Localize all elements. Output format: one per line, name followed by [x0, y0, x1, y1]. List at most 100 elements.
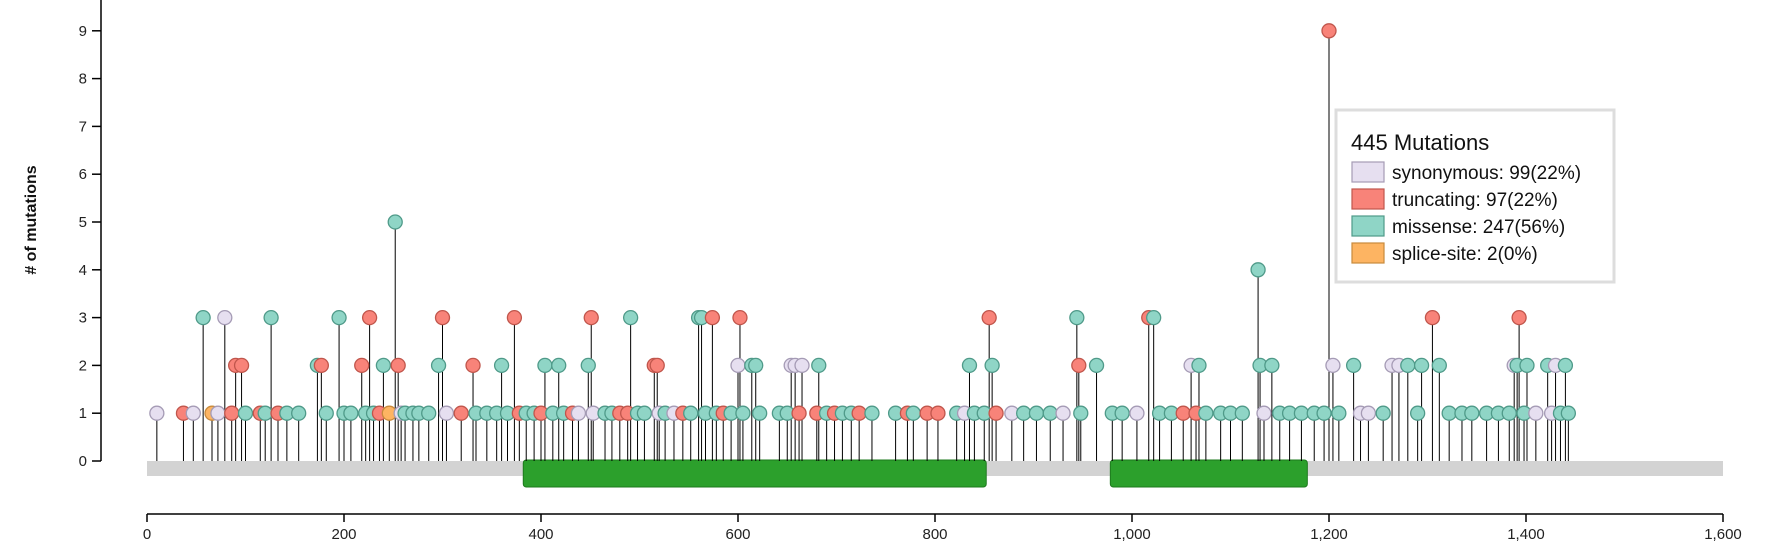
- lollipop-head: [851, 405, 867, 421]
- lollipop-head: [988, 405, 1004, 421]
- lollipop-stems-layer: [156, 30, 1569, 461]
- legend-swatch-synonymous: [1351, 161, 1385, 183]
- lollipop-head: [622, 309, 639, 326]
- x-tick-label: 1,400: [1507, 526, 1545, 543]
- y-tick-label: 8: [79, 71, 87, 88]
- lollipop-head: [1400, 357, 1416, 374]
- lollipop-head: [1042, 405, 1058, 421]
- y-tick-label: 2: [79, 357, 87, 374]
- lollipop-head: [1557, 357, 1574, 374]
- y-tick-label: 3: [79, 310, 87, 327]
- lollipop-head: [1256, 405, 1272, 421]
- lollipop-head: [1028, 405, 1045, 421]
- lollipop-head: [438, 405, 455, 421]
- lollipop-head: [1410, 405, 1426, 421]
- y-tick-label: 7: [79, 118, 87, 135]
- lollipop-head: [354, 357, 370, 374]
- lollipop-head: [537, 357, 553, 374]
- lollipop-head: [1360, 405, 1377, 421]
- lollipop-head: [387, 214, 403, 230]
- lollipop-head: [434, 309, 451, 326]
- lollipop-head: [1175, 405, 1191, 421]
- lollipop-heads-layer: [149, 23, 1577, 421]
- lollipop-head: [1293, 405, 1310, 421]
- legend-swatch-truncating: [1351, 188, 1385, 210]
- lollipop-head: [1321, 23, 1337, 39]
- lollipop-head: [981, 309, 997, 326]
- x-tick-label: 0: [143, 526, 151, 543]
- legend-label-missense: missense: 247(56%): [1392, 217, 1565, 238]
- lollipop-head: [1146, 309, 1162, 326]
- lollipop-head: [1234, 405, 1250, 421]
- lollipop-head: [195, 309, 211, 326]
- lollipop-head: [930, 405, 946, 421]
- lollipop-head: [1528, 405, 1544, 421]
- lollipop-head: [375, 357, 392, 374]
- lollipop-head: [649, 357, 665, 374]
- lollipop-head: [1129, 405, 1145, 421]
- lollipop-head: [683, 405, 699, 421]
- lollipop-head: [570, 405, 587, 421]
- lollipop-head: [1071, 357, 1087, 374]
- lollipop-head: [217, 309, 233, 326]
- y-tick-label: 1: [79, 405, 87, 422]
- lollipop-head: [580, 357, 596, 374]
- lollipop-head: [257, 405, 273, 421]
- protein-domain: [522, 459, 987, 488]
- lollipop-head: [791, 405, 807, 421]
- lollipop-head: [318, 405, 334, 421]
- y-axis: 0 1 2 3 4 5 6 7 8 9: [79, 0, 102, 470]
- lollipop-head: [291, 405, 307, 421]
- lollipop-head: [1464, 405, 1480, 421]
- lollipop-head: [1250, 262, 1266, 278]
- x-tick-label: 1,200: [1310, 526, 1348, 543]
- legend-label-splice: splice-site: 2(0%): [1392, 244, 1538, 265]
- lollipop-head: [506, 309, 523, 326]
- y-tick-label: 5: [79, 214, 87, 231]
- lollipop-head: [210, 405, 226, 421]
- lollipop-head: [984, 357, 1000, 374]
- y-tick-label: 0: [79, 453, 87, 470]
- lollipop-head: [748, 357, 764, 374]
- lollipop-head: [1501, 405, 1517, 421]
- lollipop-head: [465, 357, 481, 374]
- lollipop-head: [1114, 405, 1130, 421]
- lollipop-head: [551, 357, 567, 374]
- lollipop-head: [224, 405, 240, 421]
- lollipop-head: [1511, 309, 1527, 326]
- lollipop-head: [1264, 357, 1280, 374]
- lollipop-head: [704, 309, 721, 326]
- lollipop-head: [1191, 357, 1207, 374]
- lollipop-head: [313, 357, 329, 374]
- lollipop-head: [732, 309, 748, 326]
- lollipop-head: [1441, 405, 1457, 421]
- lollipop-head: [1316, 405, 1332, 421]
- lollipop-head: [361, 309, 378, 326]
- legend-swatch-splice: [1351, 242, 1385, 264]
- lollipop-head: [1073, 405, 1089, 421]
- lollipop-head: [1016, 405, 1032, 421]
- lollipop-head: [1345, 357, 1362, 374]
- lollipop-head: [493, 357, 510, 374]
- y-tick-label: 9: [79, 23, 87, 40]
- lollipop-head: [583, 309, 599, 326]
- y-tick-label: 6: [79, 166, 87, 183]
- x-tick-label: 200: [331, 526, 356, 543]
- lollipop-head: [263, 309, 279, 326]
- lollipop-head: [1375, 405, 1391, 421]
- lollipop-head: [390, 357, 406, 374]
- x-tick-label: 400: [528, 526, 553, 543]
- lollipop-head: [237, 405, 254, 421]
- lollipop-head: [1519, 357, 1535, 374]
- legend-label-synonymous: synonymous: 99(22%): [1392, 163, 1581, 184]
- x-tick-label: 800: [922, 526, 947, 543]
- legend-title: 445 Mutations: [1351, 130, 1489, 155]
- y-axis-label: # of mutations: [23, 165, 40, 274]
- lollipop-head: [1424, 309, 1441, 326]
- lollipop-head: [636, 405, 653, 421]
- protein-backbone-layer: [147, 459, 1723, 488]
- legend-swatch-missense: [1351, 215, 1385, 237]
- lollipop-head: [735, 405, 751, 421]
